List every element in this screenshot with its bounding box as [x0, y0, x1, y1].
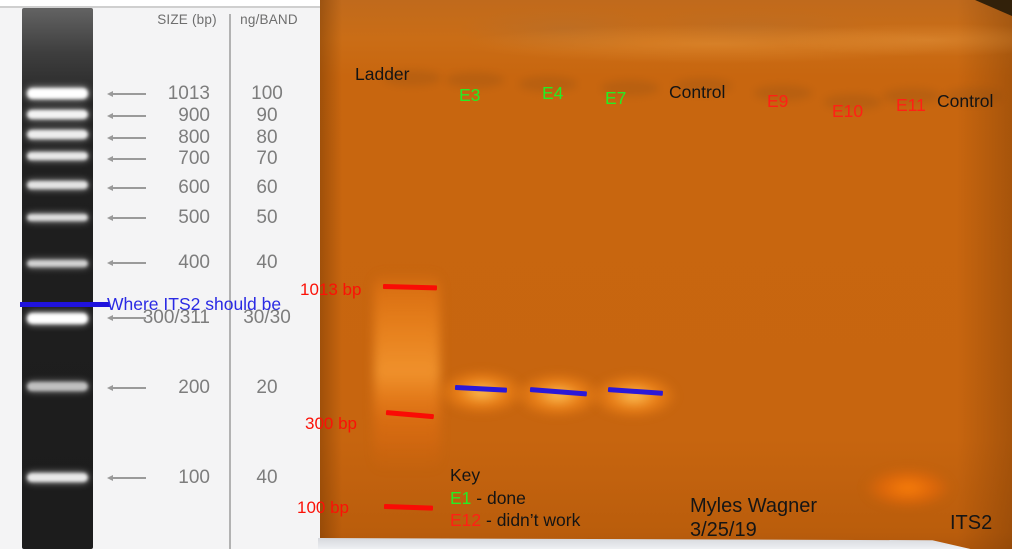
ladder-tick: [107, 215, 146, 221]
ladder-tick: [107, 91, 146, 97]
ladder-tick: [107, 260, 146, 266]
ladder-ng-value: 40: [256, 252, 278, 273]
ladder-band: [27, 260, 88, 267]
gel-well: [944, 88, 1002, 104]
ladder-tick: [107, 185, 146, 191]
ladder-size-value: 300/311: [142, 307, 210, 328]
page-background-strip: [318, 538, 1012, 549]
gel-well: [754, 85, 812, 101]
gel-photo: [320, 0, 1012, 549]
ladder-band: [27, 110, 88, 119]
ladder-band: [27, 130, 88, 139]
ladder-ng-value: 20: [256, 377, 278, 398]
size-column-header: SIZE (bp): [157, 12, 217, 27]
sample-band-glow: [438, 369, 526, 415]
ladder-ng-value: 90: [256, 105, 278, 126]
ladder-ng-value: 80: [256, 127, 278, 148]
gel-well: [519, 76, 577, 92]
gel-well: [383, 70, 441, 86]
ladder-tick: [107, 113, 146, 119]
gel-well: [601, 80, 659, 96]
ladder-ng-value: 60: [256, 177, 278, 198]
e11-band-glow: [864, 468, 952, 508]
ladder-band: [27, 181, 88, 189]
column-divider: [229, 14, 231, 549]
ladder-lane-smear: [374, 272, 440, 472]
sample-band-glow: [590, 373, 678, 419]
ladder-size-value: 900: [178, 105, 210, 126]
ladder-tick: [107, 475, 146, 481]
ladder-ng-value: 70: [256, 148, 278, 169]
ng-column-header: ng/BAND: [240, 12, 298, 27]
ladder-tick: [107, 135, 146, 141]
ladder-size-value: 600: [178, 177, 210, 198]
ladder-size-value: 700: [178, 148, 210, 169]
ladder-band: [27, 214, 88, 221]
ladder-tick: [107, 385, 146, 391]
ladder-ng-value: 100: [251, 83, 283, 104]
ladder-band: [27, 473, 88, 482]
ladder-band: [27, 88, 88, 99]
sample-band-glow: [514, 372, 602, 418]
gel-well: [824, 94, 882, 110]
ladder-tick: [107, 315, 146, 321]
ladder-ng-value: 50: [256, 207, 278, 228]
ladder-size-value: 400: [178, 252, 210, 273]
gel-well: [883, 88, 941, 104]
ladder-ng-value: 30/30: [243, 307, 291, 328]
ladder-size-value: 100: [178, 467, 210, 488]
gel-well: [674, 78, 732, 94]
panel-top-edge: [0, 0, 320, 8]
ladder-size-value: 800: [178, 127, 210, 148]
ladder-ng-value: 40: [256, 467, 278, 488]
gel-photo-dark-corner: [975, 0, 1012, 16]
gel-well: [446, 72, 504, 88]
ladder-gel-strip: [22, 8, 93, 549]
ladder-tick: [107, 156, 146, 162]
ladder-size-value: 1013: [167, 83, 210, 104]
ladder-reference-panel: SIZE (bp) ng/BAND 1013 100 900 90 800 80 700 70…: [0, 0, 320, 549]
ladder-band: [27, 152, 88, 160]
ladder-size-value: 200: [178, 377, 210, 398]
ladder-band: [27, 313, 88, 324]
ladder-band: [27, 382, 88, 391]
ladder-size-value: 500: [178, 207, 210, 228]
